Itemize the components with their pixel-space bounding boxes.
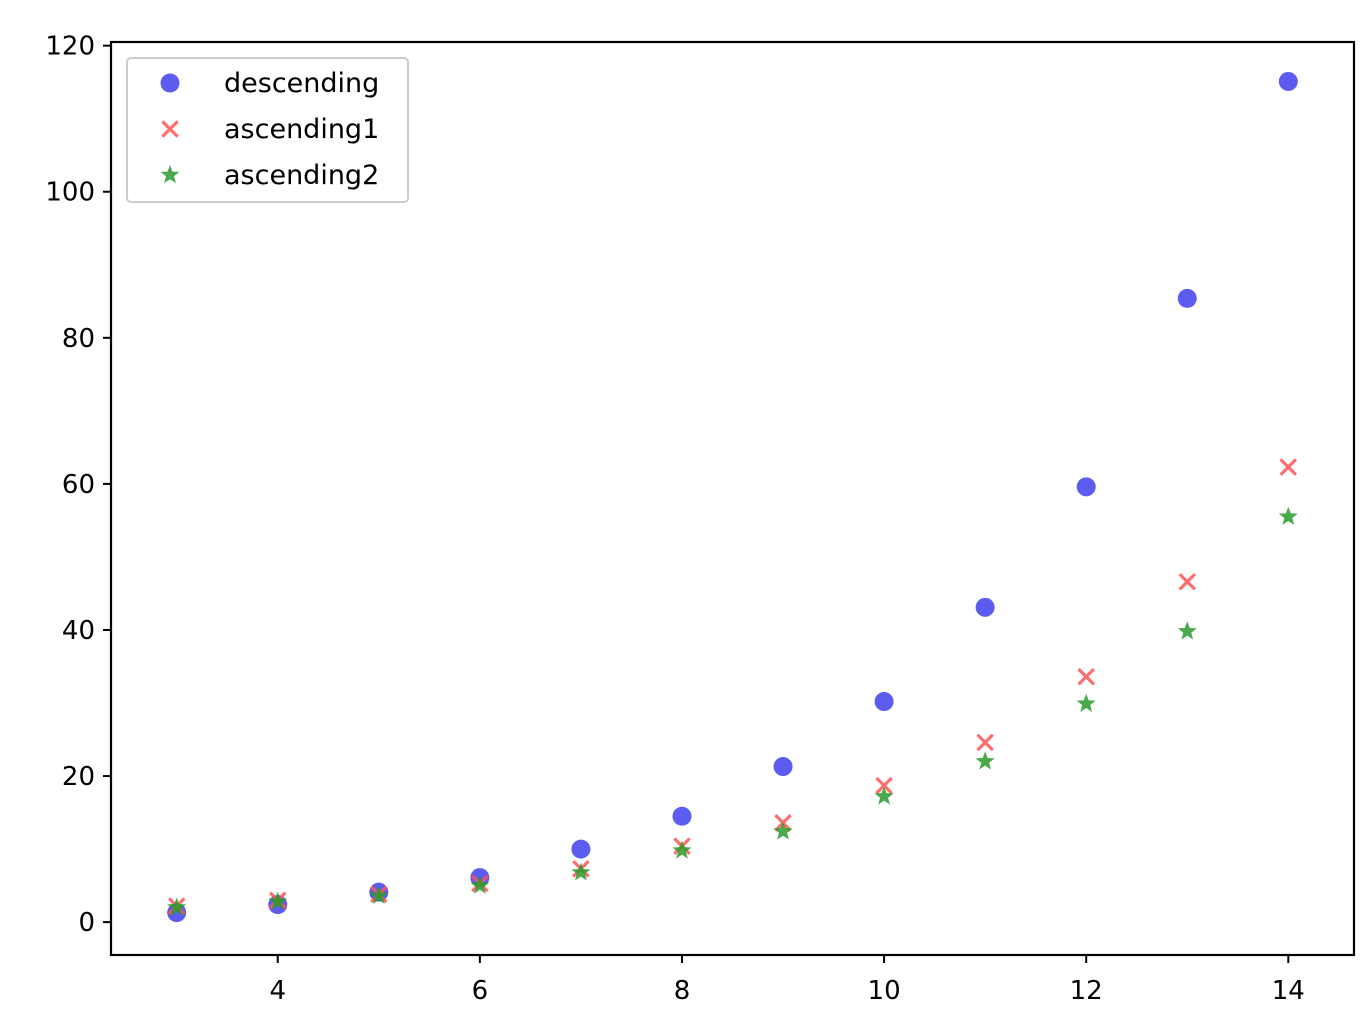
legend-marker-ascending1 bbox=[161, 120, 179, 138]
point-ascending1-8 bbox=[976, 733, 994, 752]
x-tick-label: 8 bbox=[674, 976, 691, 1006]
point-ascending1-10 bbox=[1178, 572, 1197, 591]
legend-label-ascending1: ascending1 bbox=[224, 114, 379, 145]
legend: descending ascending1 ascending2 bbox=[126, 57, 409, 203]
point-ascending2-9 bbox=[1076, 693, 1096, 712]
point-descending-10 bbox=[1177, 288, 1197, 308]
point-ascending2-1 bbox=[268, 891, 288, 910]
legend-marker-descending bbox=[160, 73, 180, 93]
y-tick-label: 60 bbox=[62, 470, 95, 500]
x-tick-label: 14 bbox=[1272, 976, 1305, 1006]
point-ascending2-6 bbox=[773, 821, 793, 840]
point-ascending1-11 bbox=[1279, 458, 1298, 476]
y-tick-label: 0 bbox=[78, 908, 95, 938]
y-tick-label: 20 bbox=[62, 762, 95, 792]
point-ascending2-10 bbox=[1177, 621, 1197, 640]
legend-marker-ascending2 bbox=[160, 165, 180, 184]
point-descending-11 bbox=[1278, 71, 1298, 91]
point-ascending2-4 bbox=[571, 862, 591, 881]
x-tick-label: 4 bbox=[269, 976, 286, 1006]
y-tick-label: 40 bbox=[62, 616, 95, 646]
x-tick-label: 10 bbox=[868, 976, 901, 1006]
point-ascending2-2 bbox=[369, 885, 389, 904]
x-axis: 4 6 8 10 12 14 bbox=[269, 955, 1305, 1006]
point-descending-5 bbox=[672, 806, 692, 826]
y-tick-label: 100 bbox=[45, 178, 95, 208]
series-ascending2 bbox=[167, 506, 1298, 916]
x-tick-label: 6 bbox=[472, 976, 489, 1006]
point-descending-8 bbox=[975, 597, 995, 617]
point-ascending2-5 bbox=[672, 840, 692, 859]
point-descending-9 bbox=[1076, 477, 1096, 497]
y-axis: 0 20 40 60 80 100 120 bbox=[45, 32, 111, 938]
y-tick-label: 120 bbox=[45, 32, 95, 62]
data-marks bbox=[167, 71, 1298, 923]
point-ascending2-8 bbox=[975, 751, 995, 770]
point-descending-6 bbox=[773, 757, 793, 777]
legend-entry-ascending1: ascending1 bbox=[161, 114, 379, 145]
point-descending-7 bbox=[874, 692, 894, 712]
legend-entry-descending: descending bbox=[160, 68, 379, 99]
plot-area-frame bbox=[109, 40, 1356, 957]
point-ascending1-9 bbox=[1077, 667, 1095, 686]
legend-label-descending: descending bbox=[224, 68, 379, 99]
y-tick-label: 80 bbox=[62, 324, 95, 354]
legend-entry-ascending2: ascending2 bbox=[160, 160, 379, 191]
legend-label-ascending2: ascending2 bbox=[224, 160, 379, 191]
point-ascending2-11 bbox=[1278, 506, 1298, 525]
point-ascending2-7 bbox=[874, 786, 894, 805]
point-ascending2-3 bbox=[470, 875, 490, 894]
legend-frame bbox=[126, 57, 409, 203]
x-tick-label: 12 bbox=[1070, 976, 1103, 1006]
point-ascending1-7 bbox=[875, 776, 893, 795]
point-descending-4 bbox=[571, 839, 591, 859]
point-ascending2-0 bbox=[167, 897, 187, 916]
